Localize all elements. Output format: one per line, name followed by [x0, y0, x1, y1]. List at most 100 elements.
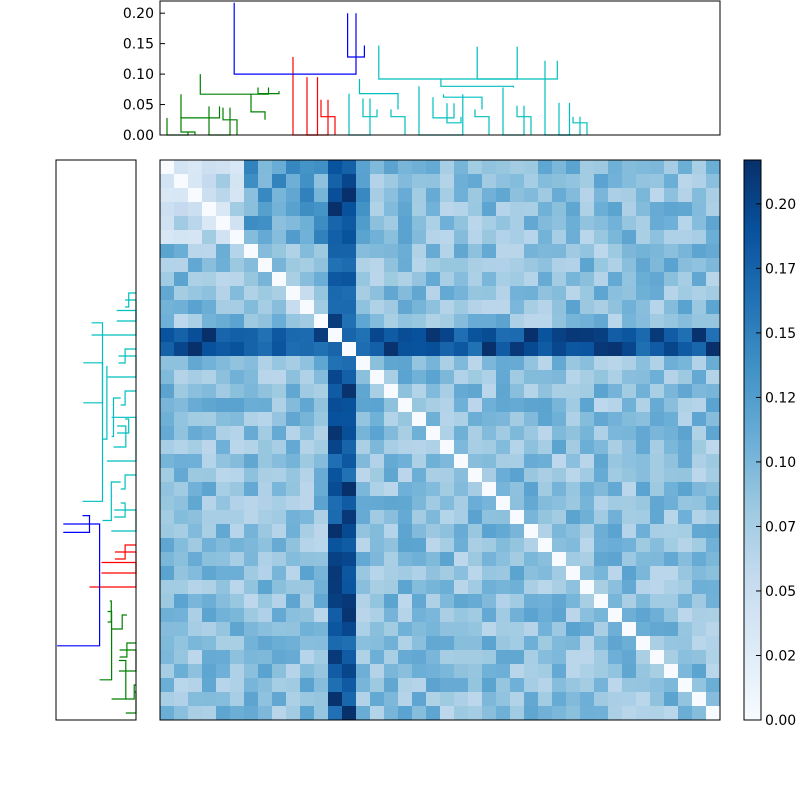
- heatmap-cell: [160, 636, 175, 651]
- heatmap-cell: [692, 468, 707, 483]
- heatmap-cell: [496, 356, 511, 371]
- heatmap-cell: [594, 580, 609, 595]
- heatmap-cell: [538, 202, 553, 217]
- heatmap-cell: [300, 188, 315, 203]
- heatmap-cell: [636, 468, 651, 483]
- heatmap-cell: [636, 426, 651, 441]
- heatmap-cell: [482, 622, 497, 637]
- heatmap-cell: [692, 216, 707, 231]
- heatmap-cell: [566, 580, 581, 595]
- heatmap-cell: [314, 286, 329, 301]
- heatmap-cell: [328, 216, 343, 231]
- heatmap-cell: [594, 426, 609, 441]
- heatmap-cell: [692, 174, 707, 189]
- heatmap-cell: [216, 328, 231, 343]
- heatmap-cell: [244, 468, 259, 483]
- heatmap-cell: [314, 342, 329, 357]
- heatmap-cell: [412, 398, 427, 413]
- heatmap-cell: [188, 482, 203, 497]
- heatmap-cell: [594, 454, 609, 469]
- heatmap-cell: [636, 538, 651, 553]
- heatmap-cell: [664, 188, 679, 203]
- heatmap-cell: [356, 426, 371, 441]
- heatmap-cell: [188, 398, 203, 413]
- heatmap-cell: [538, 384, 553, 399]
- heatmap-cell: [594, 230, 609, 245]
- heatmap-cell: [356, 692, 371, 707]
- heatmap-cell: [300, 398, 315, 413]
- heatmap-cell: [174, 230, 189, 245]
- heatmap-cell: [608, 370, 623, 385]
- heatmap-cell: [244, 160, 259, 175]
- heatmap-cell: [706, 608, 721, 623]
- heatmap-cell: [412, 412, 427, 427]
- heatmap-cell: [342, 314, 357, 329]
- heatmap-cell: [370, 510, 385, 525]
- heatmap-cell: [496, 272, 511, 287]
- heatmap-cell: [314, 202, 329, 217]
- heatmap-cell: [636, 272, 651, 287]
- heatmap-cell: [706, 272, 721, 287]
- heatmap-cell: [272, 384, 287, 399]
- heatmap-cell: [524, 160, 539, 175]
- heatmap-cell: [510, 174, 525, 189]
- heatmap-cell: [384, 328, 399, 343]
- heatmap-cell: [692, 258, 707, 273]
- heatmap-cell: [244, 636, 259, 651]
- heatmap-cell: [202, 272, 217, 287]
- heatmap-cell: [510, 510, 525, 525]
- heatmap-cell: [510, 286, 525, 301]
- heatmap-cell: [300, 692, 315, 707]
- heatmap-cell: [216, 244, 231, 259]
- heatmap-cell: [300, 342, 315, 357]
- heatmap-cell: [258, 608, 273, 623]
- heatmap-cell: [342, 622, 357, 637]
- heatmap-cell: [356, 608, 371, 623]
- heatmap-cell: [258, 188, 273, 203]
- heatmap-cell: [412, 622, 427, 637]
- heatmap-cell: [510, 370, 525, 385]
- heatmap-cell: [370, 230, 385, 245]
- heatmap-cell: [622, 454, 637, 469]
- heatmap-cell: [608, 566, 623, 581]
- heatmap-cell: [552, 328, 567, 343]
- heatmap-cell: [160, 272, 175, 287]
- heatmap-cell: [202, 608, 217, 623]
- heatmap-cell: [608, 202, 623, 217]
- heatmap-cell: [426, 328, 441, 343]
- heatmap-cell: [468, 664, 483, 679]
- heatmap-cell: [468, 328, 483, 343]
- heatmap-cell: [272, 426, 287, 441]
- heatmap-cell: [538, 510, 553, 525]
- heatmap-cell: [650, 538, 665, 553]
- heatmap-cell: [244, 230, 259, 245]
- heatmap-cell: [426, 272, 441, 287]
- heatmap-cell: [496, 552, 511, 567]
- heatmap-cell: [342, 342, 357, 357]
- heatmap-cell: [384, 244, 399, 259]
- heatmap-cell: [524, 692, 539, 707]
- heatmap-cell: [300, 510, 315, 525]
- heatmap-cell: [482, 608, 497, 623]
- heatmap-cell: [272, 272, 287, 287]
- heatmap-cell: [356, 356, 371, 371]
- heatmap-cell: [664, 314, 679, 329]
- heatmap-cell: [594, 636, 609, 651]
- heatmap-cell: [244, 272, 259, 287]
- heatmap-cell: [580, 300, 595, 315]
- heatmap-cell: [608, 244, 623, 259]
- heatmap-cell: [622, 678, 637, 693]
- heatmap-cell: [160, 692, 175, 707]
- heatmap-cell: [426, 524, 441, 539]
- heatmap-cell: [356, 594, 371, 609]
- heatmap-cell: [258, 482, 273, 497]
- heatmap-cell: [440, 524, 455, 539]
- heatmap-cell: [650, 286, 665, 301]
- top-dendrogram: 0.000.050.100.150.20: [123, 0, 721, 144]
- heatmap-cell: [216, 230, 231, 245]
- heatmap-cell: [622, 440, 637, 455]
- heatmap-cell: [706, 706, 721, 721]
- heatmap-cell: [300, 244, 315, 259]
- heatmap-cell: [510, 230, 525, 245]
- heatmap-cell: [160, 678, 175, 693]
